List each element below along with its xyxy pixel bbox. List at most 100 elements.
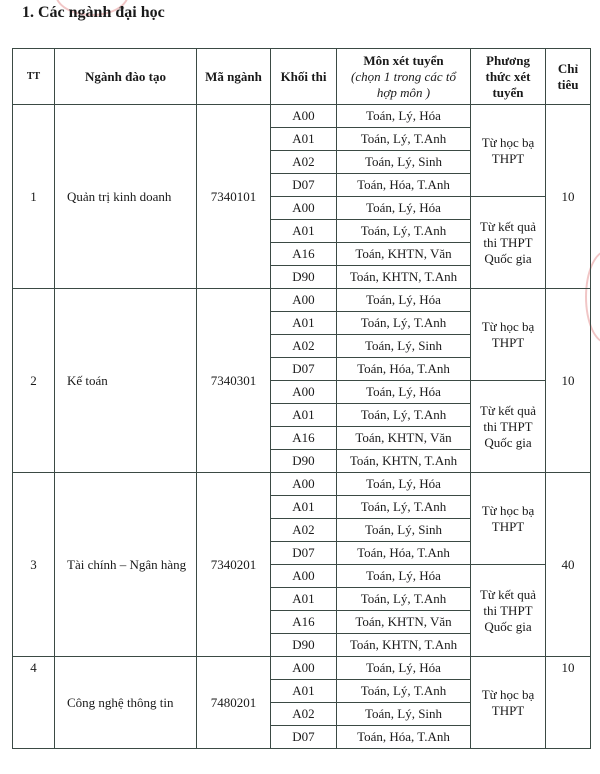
table-row: A02 Toán, Lý, Sinh bbox=[13, 518, 591, 542]
header-tt: TT bbox=[12, 48, 55, 105]
table-row: A01 Toán, Lý, T.Anh bbox=[13, 311, 591, 335]
subject-combination: Toán, Hóa, T.Anh bbox=[336, 725, 471, 749]
program-name: Công nghệ thông tin bbox=[54, 656, 197, 749]
header-subjects-title: Môn xét tuyển bbox=[363, 52, 444, 68]
program-number: 1 bbox=[12, 104, 55, 289]
admission-method: Từ học bạ THPT bbox=[470, 656, 546, 749]
program-code: 7480201 bbox=[196, 656, 271, 749]
program-quota: 10 bbox=[545, 288, 591, 473]
subject-combination: Toán, Lý, T.Anh bbox=[336, 587, 471, 611]
block-code: A00 bbox=[270, 380, 337, 404]
table-row: 4 Công nghệ thông tin 7480201 A00 Toán, Lý, … bbox=[12, 656, 591, 749]
block-code: A02 bbox=[270, 334, 337, 358]
program-quota: 40 bbox=[545, 472, 591, 657]
admission-method: Từ kết quả thi THPT Quốc gia bbox=[470, 564, 546, 657]
subject-combination: Toán, Lý, T.Anh bbox=[336, 311, 471, 335]
admission-method: Từ kết quả thi THPT Quốc gia bbox=[470, 196, 546, 289]
subject-combination: Toán, KHTN, T.Anh bbox=[336, 449, 471, 473]
table-row: A16 Toán, KHTN, Văn bbox=[13, 242, 591, 266]
subject-combination: Toán, Lý, Sinh bbox=[336, 334, 471, 358]
program-number: 4 bbox=[12, 656, 55, 749]
block-code: A16 bbox=[270, 610, 337, 634]
subject-combination: Toán, KHTN, Văn bbox=[336, 242, 471, 266]
block-code: A01 bbox=[270, 219, 337, 243]
block-code: D07 bbox=[270, 725, 337, 749]
subject-combination: Toán, Lý, T.Anh bbox=[336, 219, 471, 243]
table-row: 2 Kế toán 7340301 A00 Toán, Lý, Hóa Từ học bạ… bbox=[12, 288, 591, 473]
header-program: Ngành đào tạo bbox=[54, 48, 197, 105]
block-code: A00 bbox=[270, 564, 337, 588]
block-code: A00 bbox=[270, 656, 337, 680]
program-code: 7340201 bbox=[196, 472, 271, 657]
subject-combination: Toán, Lý, Sinh bbox=[336, 518, 471, 542]
subject-combination: Toán, Lý, Hóa bbox=[336, 196, 471, 220]
block-code: D07 bbox=[270, 173, 337, 197]
block-code: A01 bbox=[270, 311, 337, 335]
block-code: D90 bbox=[270, 265, 337, 289]
program-number: 3 bbox=[12, 472, 55, 657]
subject-combination: Toán, Lý, Hóa bbox=[336, 380, 471, 404]
subject-combination: Toán, Lý, Hóa bbox=[336, 656, 471, 680]
program-quota: 10 bbox=[545, 104, 591, 289]
block-code: A02 bbox=[270, 150, 337, 174]
block-code: A16 bbox=[270, 242, 337, 266]
subject-combination: Toán, Lý, T.Anh bbox=[336, 679, 471, 703]
table-row: A00 Toán, Lý, Hóa Từ kết quả thi THPT Quốc… bbox=[13, 380, 591, 473]
block-code: A01 bbox=[270, 127, 337, 151]
table-row: D07 Toán, Hóa, T.Anh bbox=[13, 357, 591, 381]
program-quota: 10 bbox=[545, 656, 591, 749]
program-name: Tài chính – Ngân hàng bbox=[54, 472, 197, 657]
subject-combination: Toán, Hóa, T.Anh bbox=[336, 357, 471, 381]
header-subjects-note: (chọn 1 trong các tổ hợp môn ) bbox=[351, 68, 456, 100]
block-code: A01 bbox=[270, 403, 337, 427]
subject-combination: Toán, Lý, Sinh bbox=[336, 702, 471, 726]
subject-combination: Toán, Lý, Hóa bbox=[336, 472, 471, 496]
table-row: A00 Toán, Lý, Hóa Từ kết quả thi THPT Quốc… bbox=[13, 564, 591, 657]
admission-method: Từ kết quả thi THPT Quốc gia bbox=[470, 380, 546, 473]
program-code: 7340101 bbox=[196, 104, 271, 289]
table-row: D07 Toán, Hóa, T.Anh bbox=[13, 173, 591, 197]
table-row: A02 Toán, Lý, Sinh bbox=[13, 150, 591, 174]
header-subjects: Môn xét tuyển (chọn 1 trong các tổ hợp mô… bbox=[336, 48, 471, 105]
table-row: A02 Toán, Lý, Sinh bbox=[13, 702, 591, 726]
table-row: A01 Toán, Lý, T.Anh bbox=[13, 127, 591, 151]
subject-combination: Toán, KHTN, Văn bbox=[336, 610, 471, 634]
subject-combination: Toán, Hóa, T.Anh bbox=[336, 541, 471, 565]
subject-combination: Toán, Lý, Hóa bbox=[336, 564, 471, 588]
block-code: D90 bbox=[270, 633, 337, 657]
subject-combination: Toán, Lý, T.Anh bbox=[336, 403, 471, 427]
header-block: Khối thi bbox=[270, 48, 337, 105]
block-code: A00 bbox=[270, 472, 337, 496]
subject-combination: Toán, Lý, T.Anh bbox=[336, 127, 471, 151]
section-heading: 1. Các ngành đại học bbox=[22, 4, 165, 21]
header-method: Phương thức xét tuyển bbox=[470, 48, 546, 105]
subject-combination: Toán, KHTN, T.Anh bbox=[336, 265, 471, 289]
table-row: A02 Toán, Lý, Sinh bbox=[13, 334, 591, 358]
block-code: A02 bbox=[270, 518, 337, 542]
admission-method: Từ học bạ THPT bbox=[470, 288, 546, 381]
subject-combination: Toán, KHTN, T.Anh bbox=[336, 633, 471, 657]
block-code: A00 bbox=[270, 104, 337, 128]
table-row: A01 Toán, Lý, T.Anh bbox=[13, 403, 591, 427]
table-row: D90 Toán, KHTN, T.Anh bbox=[13, 633, 591, 657]
table-row: A01 Toán, Lý, T.Anh bbox=[13, 495, 591, 519]
block-code: D07 bbox=[270, 541, 337, 565]
subject-combination: Toán, Lý, Sinh bbox=[336, 150, 471, 174]
subject-combination: Toán, Lý, Hóa bbox=[336, 288, 471, 312]
table-row: 1 Quản trị kinh doanh 7340101 A00 Toán, Lý, … bbox=[12, 104, 591, 289]
block-code: A00 bbox=[270, 196, 337, 220]
block-code: A00 bbox=[270, 288, 337, 312]
program-number: 2 bbox=[12, 288, 55, 473]
block-code: A01 bbox=[270, 587, 337, 611]
block-code: A16 bbox=[270, 426, 337, 450]
table-row: A16 Toán, KHTN, Văn bbox=[13, 610, 591, 634]
program-code: 7340301 bbox=[196, 288, 271, 473]
programs-table: TT Ngành đào tạo Mã ngành Khối thi Môn x… bbox=[12, 48, 591, 749]
block-code: D90 bbox=[270, 449, 337, 473]
header-code: Mã ngành bbox=[196, 48, 271, 105]
subject-combination: Toán, Lý, T.Anh bbox=[336, 495, 471, 519]
header-quota: Chỉ tiêu bbox=[545, 48, 591, 105]
subject-combination: Toán, Hóa, T.Anh bbox=[336, 173, 471, 197]
subject-combination: Toán, KHTN, Văn bbox=[336, 426, 471, 450]
admission-method: Từ học bạ THPT bbox=[470, 472, 546, 565]
